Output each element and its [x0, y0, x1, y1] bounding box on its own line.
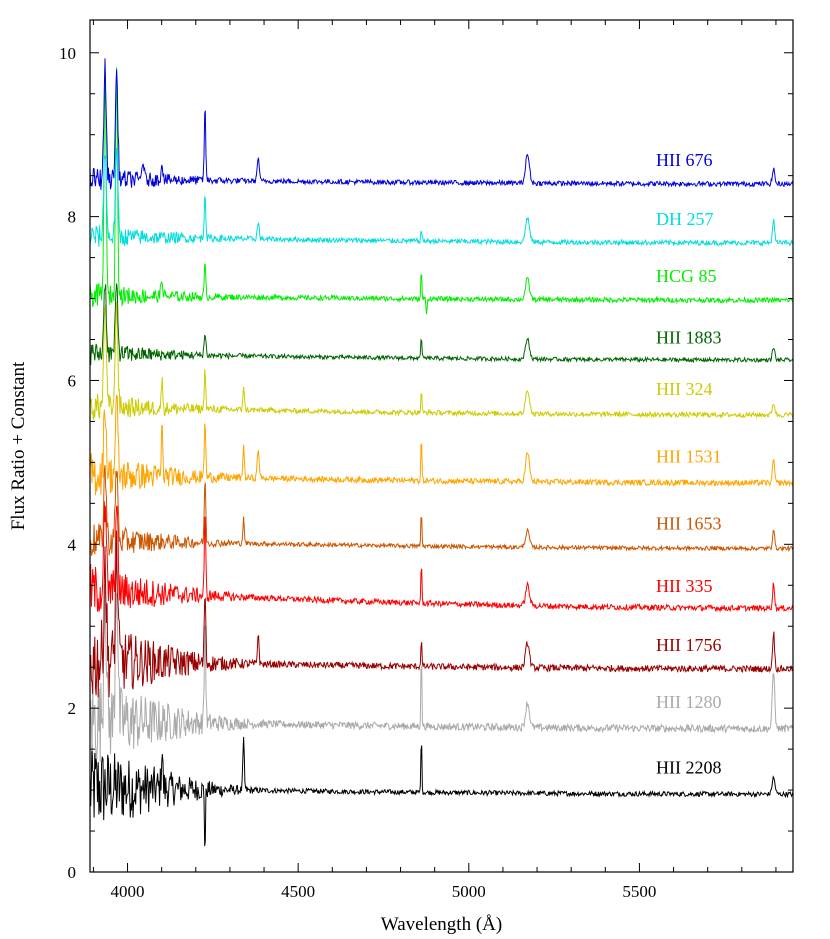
series-label: DH 257 — [656, 209, 714, 229]
series-label: HII 1756 — [656, 635, 722, 655]
plot-frame — [89, 19, 794, 873]
series-label: HCG 85 — [656, 266, 717, 286]
series-label: HII 324 — [656, 379, 713, 399]
series-labels: HII 2208 HII 1280 HII 1756 HII 335 HII 1653 H… — [656, 150, 722, 778]
x-axis: 4000 4500 5000 5500 — [92, 20, 777, 901]
x-tick-label: 4000 — [111, 882, 145, 901]
series-label: HII 2208 — [656, 758, 722, 778]
series-label: HII 1280 — [656, 692, 722, 712]
series-label: HII 335 — [656, 576, 713, 596]
y-tick-label: 4 — [68, 535, 77, 554]
series-line-hii-324 — [90, 301, 793, 420]
x-tick-label: 5000 — [452, 882, 486, 901]
y-tick-label: 8 — [68, 208, 77, 227]
series-line-hii-2208 — [90, 736, 793, 847]
series-line-hcg-85 — [90, 64, 793, 315]
x-axis-title: Wavelength (Å) — [381, 914, 502, 935]
series-line-hii-676 — [90, 58, 793, 190]
series-line-hii-1531 — [90, 394, 793, 496]
series-label: HII 1531 — [656, 446, 722, 466]
y-axis: 0 2 4 6 8 10 — [59, 44, 793, 882]
y-tick-label: 10 — [59, 44, 76, 63]
y-axis-title: Flux Ratio + Constant — [8, 361, 29, 530]
y-tick-label: 2 — [68, 699, 77, 718]
series-line-hii-1280 — [90, 584, 793, 762]
x-tick-label: 4500 — [281, 882, 315, 901]
x-tick-label: 5500 — [622, 882, 656, 901]
series-label: HII 1653 — [656, 514, 722, 534]
series-line-hii-1883 — [90, 283, 793, 366]
series-label: HII 1883 — [656, 328, 722, 348]
series-line-hii-1756 — [90, 530, 793, 698]
series-label: HII 676 — [656, 150, 713, 170]
series-line-dh-257 — [90, 147, 793, 248]
y-tick-label: 6 — [68, 371, 77, 390]
series-line-hii-1653 — [90, 465, 793, 556]
y-tick-label: 0 — [68, 863, 77, 882]
spectra-lines — [90, 58, 793, 847]
series-line-hii-335 — [90, 501, 793, 613]
